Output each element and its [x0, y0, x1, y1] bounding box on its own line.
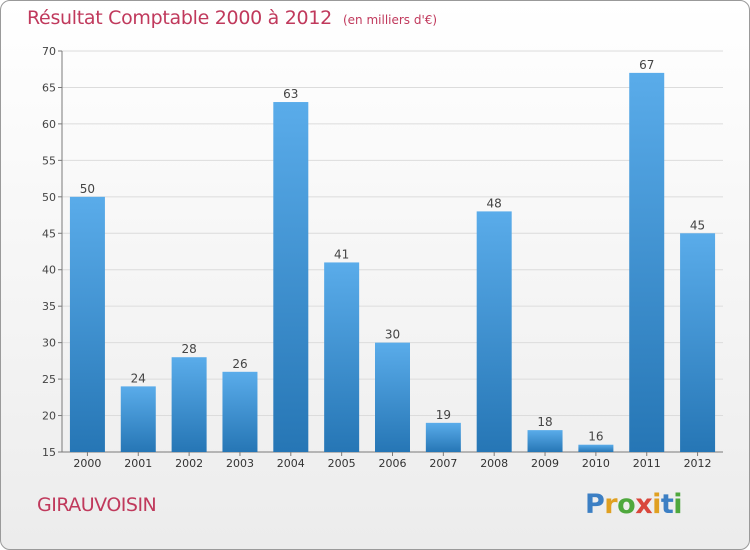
x-tick-label: 2005	[328, 457, 356, 470]
logo-letter: t	[660, 489, 674, 520]
logo-letter: r	[604, 489, 618, 520]
bar	[680, 233, 716, 452]
bar	[324, 262, 360, 452]
proxiti-logo: Proxiti	[585, 489, 683, 520]
x-tick-label: 2002	[175, 457, 203, 470]
y-tick-label: 45	[42, 227, 56, 240]
data-label: 26	[232, 357, 247, 371]
y-tick-label: 70	[42, 45, 56, 58]
commune-name: GIRAUVOISIN	[37, 494, 157, 516]
data-label: 30	[385, 328, 400, 342]
x-tick-label: 2010	[582, 457, 610, 470]
bar	[476, 211, 512, 452]
y-tick-label: 65	[42, 81, 56, 94]
y-tick-label: 30	[42, 337, 56, 350]
data-label: 41	[334, 247, 349, 261]
x-tick-label: 2008	[480, 457, 508, 470]
x-tick-label: 2011	[633, 457, 661, 470]
data-label: 67	[639, 58, 654, 72]
data-label: 16	[588, 430, 603, 444]
y-tick-label: 25	[42, 373, 56, 386]
x-tick-label: 2000	[73, 457, 101, 470]
x-tick-label: 2009	[531, 457, 559, 470]
bar	[69, 196, 105, 452]
bar	[273, 102, 309, 452]
bar	[375, 342, 410, 452]
y-tick-label: 20	[42, 410, 56, 423]
bar	[222, 371, 258, 452]
bar	[425, 422, 461, 452]
bar	[120, 386, 156, 452]
bar	[578, 444, 614, 452]
logo-letter: o	[617, 489, 636, 520]
bar	[629, 72, 665, 452]
x-tick-label: 2007	[429, 457, 457, 470]
y-tick-label: 55	[42, 154, 56, 167]
logo-letter: x	[635, 489, 653, 520]
x-tick-label: 2001	[124, 457, 152, 470]
chart-title: Résultat Comptable 2000 à 2012	[27, 7, 332, 29]
data-label: 48	[487, 196, 502, 210]
data-label: 28	[181, 342, 196, 356]
x-tick-label: 2012	[684, 457, 712, 470]
data-label: 19	[436, 408, 451, 422]
x-tick-label: 2004	[277, 457, 305, 470]
data-label: 50	[80, 182, 95, 196]
y-tick-label: 50	[42, 191, 56, 204]
data-label: 45	[690, 218, 705, 232]
chart-title-row: Résultat Comptable 2000 à 2012 (en milli…	[27, 7, 437, 29]
x-tick-label: 2003	[226, 457, 254, 470]
bar	[527, 430, 563, 452]
chart-unit: (en milliers d'€)	[342, 13, 438, 27]
logo-letter: i	[652, 489, 661, 520]
y-tick-label: 60	[42, 118, 56, 131]
bar	[171, 357, 207, 452]
y-tick-label: 35	[42, 300, 56, 313]
y-tick-label: 15	[42, 446, 56, 459]
data-label: 18	[537, 415, 552, 429]
x-tick-label: 2006	[379, 457, 407, 470]
logo-letter: i	[673, 489, 683, 520]
logo-letter: P	[585, 489, 605, 520]
y-tick-label: 40	[42, 264, 56, 277]
data-label: 24	[131, 371, 146, 385]
data-label: 63	[283, 87, 298, 101]
